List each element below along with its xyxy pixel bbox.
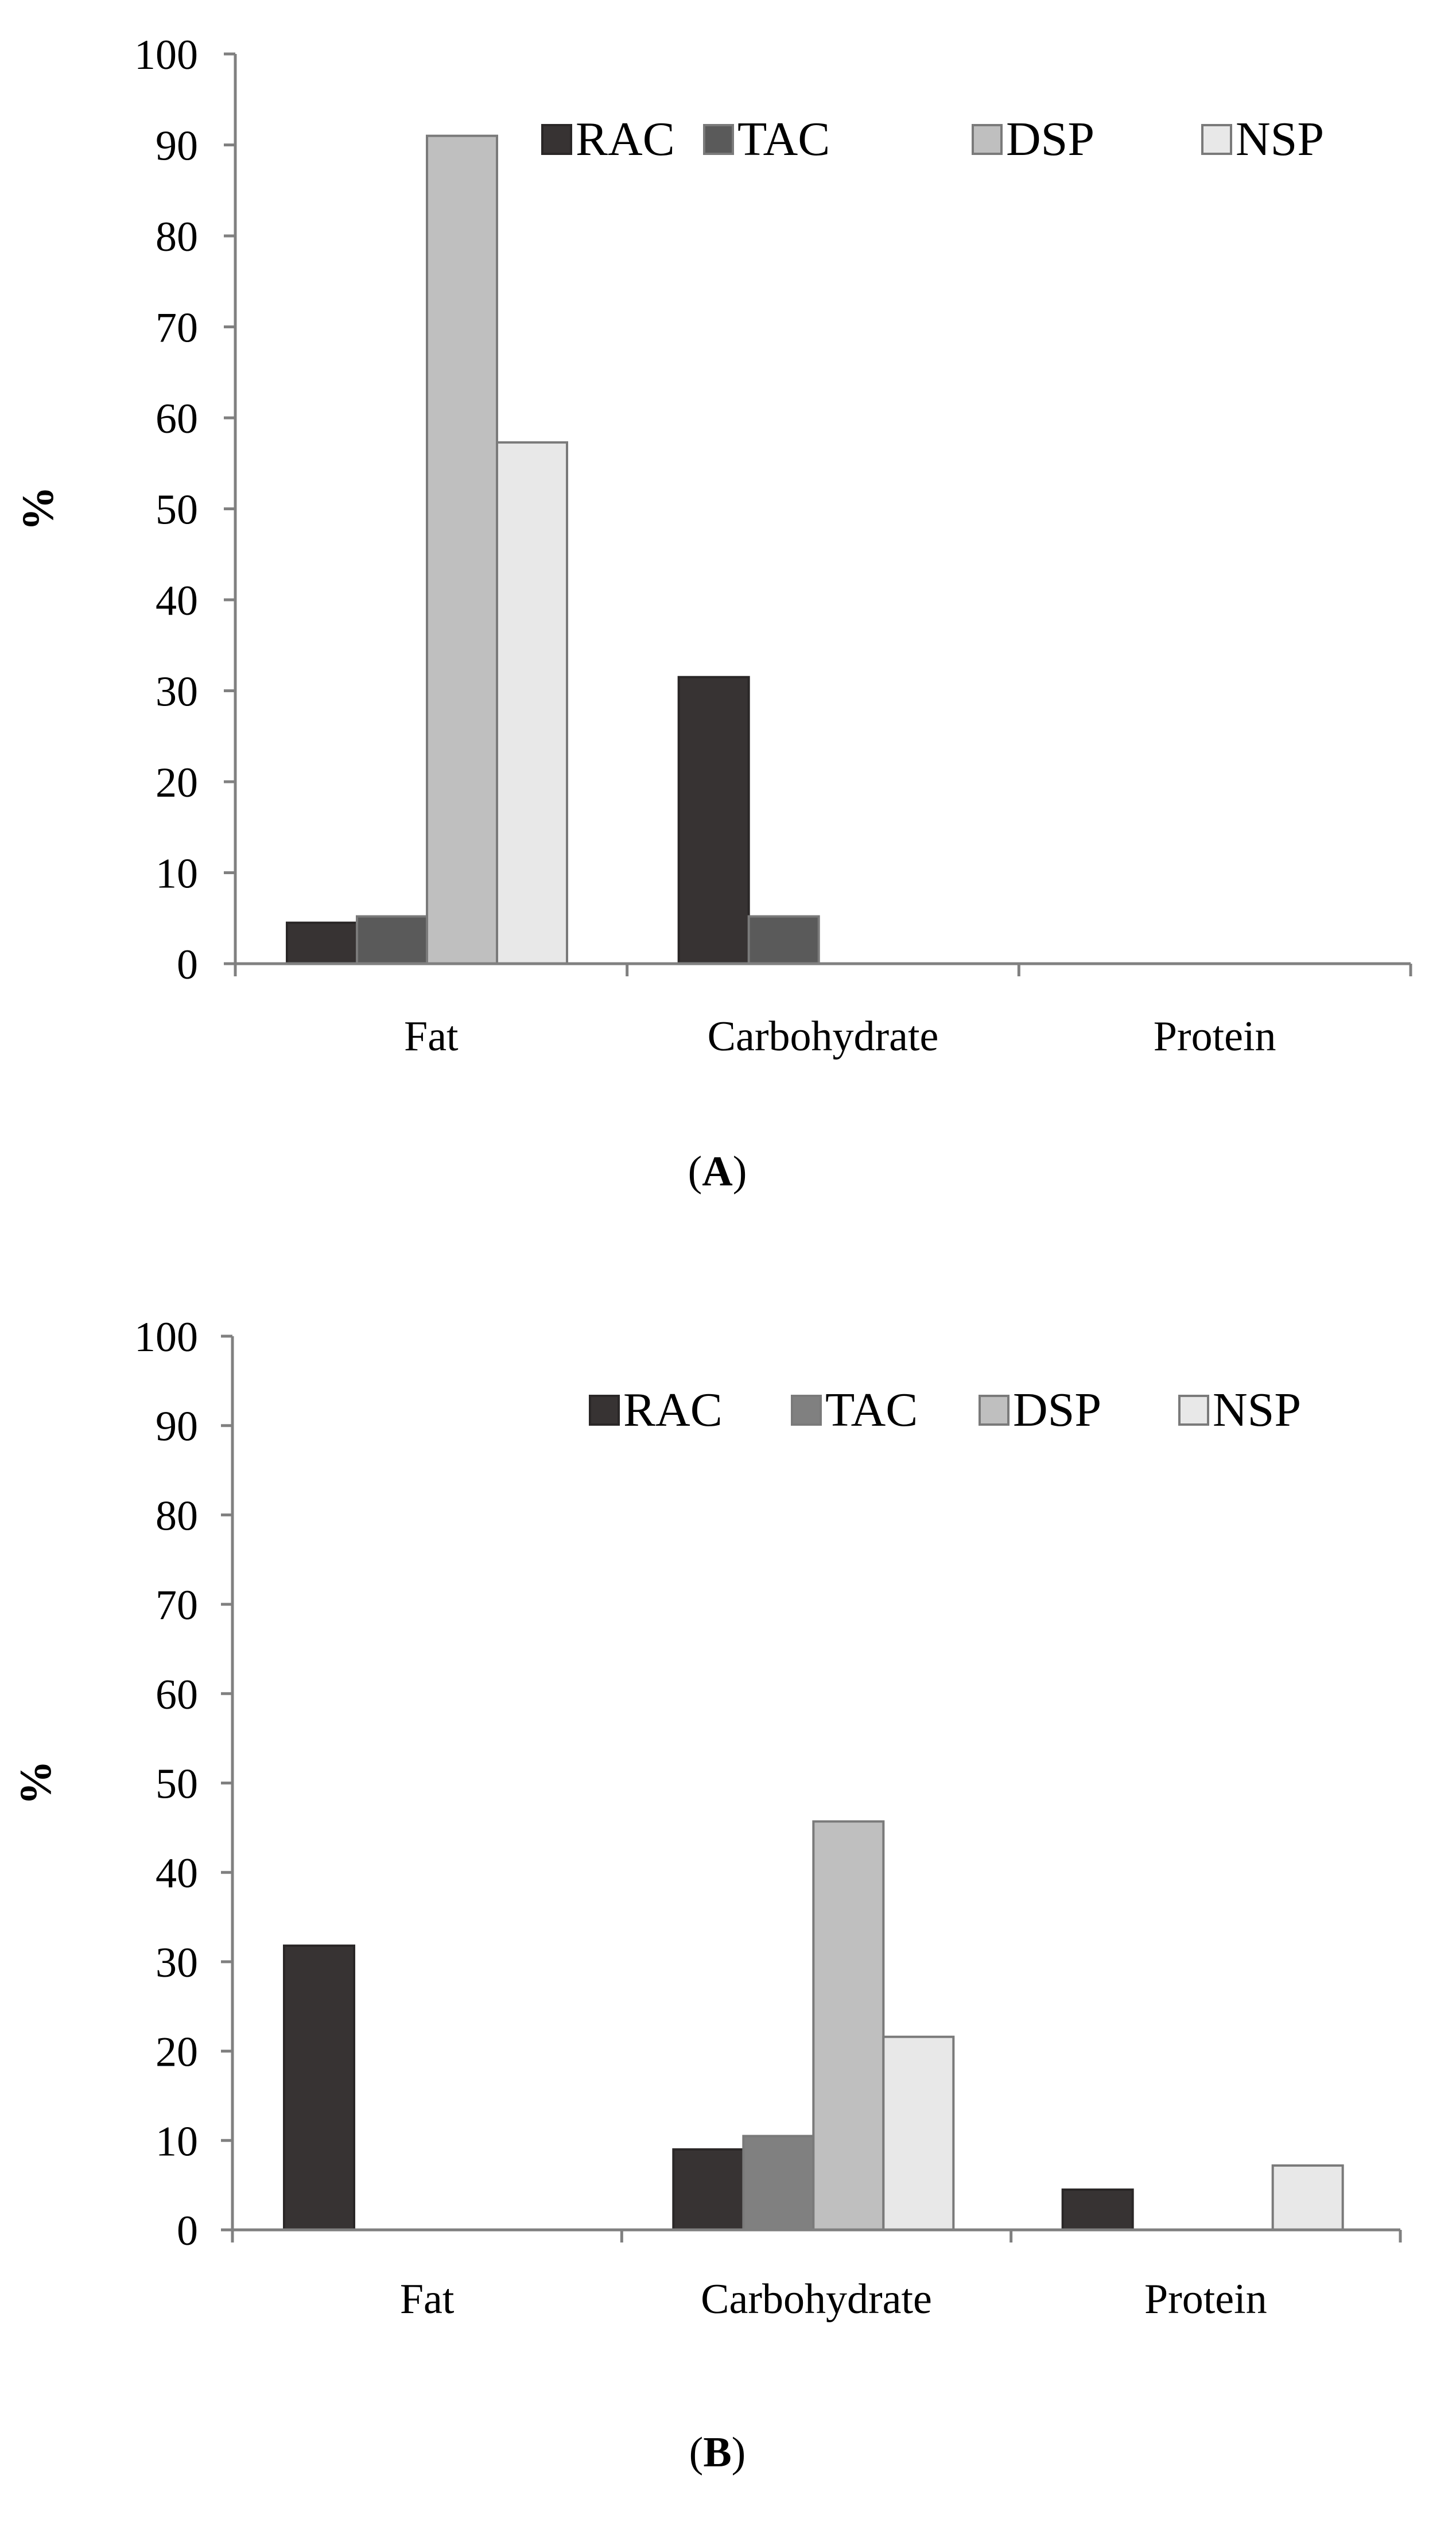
category-labels: Fat Carbohydrate Protein <box>404 1013 1276 1060</box>
bar-tac-carbohydrate <box>742 2135 815 2231</box>
y-tick-label: 20 <box>156 2029 198 2076</box>
legend: RAC TAC DSP NSP <box>589 1383 1301 1437</box>
legend-swatch-dsp <box>972 124 1003 155</box>
y-tick-label: 100 <box>134 1314 198 1361</box>
bar-rac-fat <box>286 921 358 965</box>
axes-group <box>221 1334 1402 2242</box>
y-tick-label: 60 <box>156 395 198 443</box>
y-tick-label: 80 <box>156 214 198 261</box>
legend-swatch-rac <box>541 124 572 155</box>
y-tick-label: 90 <box>156 1403 198 1450</box>
bars-group <box>286 134 820 965</box>
y-tick-label: 80 <box>156 1492 198 1539</box>
x-category-label: Protein <box>1144 2276 1267 2323</box>
legend-swatch-dsp <box>979 1395 1010 1426</box>
x-category-label: Fat <box>400 2276 455 2323</box>
y-tick-label: 30 <box>156 669 198 716</box>
y-tick-label: 60 <box>156 1671 198 1718</box>
legend-swatch-tac <box>703 124 734 155</box>
chart-panel-a: 0 10 20 30 40 50 60 70 80 90 100 Fat Carbohydrate Pr… <box>13 32 1412 1195</box>
legend-label-dsp: DSP <box>1013 1383 1101 1437</box>
bar-dsp-fat <box>426 134 498 965</box>
bar-tac-fat <box>356 915 428 965</box>
bar-nsp-carbohydrate <box>882 2035 955 2231</box>
legend-label-dsp: DSP <box>1006 112 1094 166</box>
legend-label-tac: TAC <box>825 1383 918 1437</box>
x-category-label: Carbohydrate <box>701 2276 932 2323</box>
legend-label-tac: TAC <box>737 112 830 166</box>
legend-label-nsp: NSP <box>1213 1383 1301 1437</box>
bar-dsp-carbohydrate <box>812 1820 885 2231</box>
x-category-label: Carbohydrate <box>708 1013 939 1060</box>
y-tick-label: 10 <box>156 851 198 898</box>
y-tick-label: 90 <box>156 123 198 170</box>
bar-nsp-fat <box>496 441 568 965</box>
y-axis-label: % <box>13 486 63 531</box>
legend-swatch-nsp <box>1201 124 1232 155</box>
category-labels: Fat Carbohydrate Protein <box>400 2276 1267 2323</box>
bar-rac-carbohydrate <box>672 2148 745 2232</box>
y-tick-label: 100 <box>134 32 198 79</box>
bar-rac-carbohydrate <box>677 676 750 965</box>
y-tick-label: 0 <box>177 941 198 988</box>
y-tick-label: 10 <box>156 2118 198 2165</box>
legend-label-rac: RAC <box>623 1383 723 1437</box>
y-axis-label: % <box>10 1760 60 1805</box>
chart-panel-b: 0 10 20 30 40 50 60 70 80 90 100 Fat Carbohydrate Pr… <box>10 1314 1402 2476</box>
panel-label: (A) <box>688 1148 747 1195</box>
y-tick-label: 70 <box>156 1582 198 1629</box>
y-tick-labels: 0 10 20 30 40 50 60 70 80 90 100 <box>134 1314 198 2255</box>
bar-tac-carbohydrate <box>747 915 820 965</box>
bars-group <box>283 1820 1344 2232</box>
y-tick-labels: 0 10 20 30 40 50 60 70 80 90 100 <box>134 32 198 988</box>
y-tick-label: 30 <box>156 1939 198 1986</box>
y-tick-label: 40 <box>156 577 198 624</box>
legend-swatch-tac <box>791 1395 822 1426</box>
bar-nsp-protein <box>1271 2164 1344 2231</box>
legend: RAC TAC DSP NSP <box>541 112 1324 166</box>
legend-label-nsp: NSP <box>1236 112 1324 166</box>
y-tick-label: 40 <box>156 1850 198 1897</box>
x-category-label: Fat <box>404 1013 459 1060</box>
x-category-label: Protein <box>1154 1013 1276 1060</box>
legend-label-rac: RAC <box>576 112 675 166</box>
y-tick-label: 50 <box>156 1761 198 1808</box>
y-tick-label: 0 <box>177 2207 198 2255</box>
bar-rac-protein <box>1061 2188 1134 2232</box>
legend-swatch-nsp <box>1178 1395 1209 1426</box>
y-tick-label: 70 <box>156 305 198 352</box>
bar-rac-fat <box>283 1944 355 2232</box>
axes-group <box>224 52 1412 976</box>
y-tick-label: 20 <box>156 759 198 806</box>
y-tick-label: 50 <box>156 487 198 534</box>
panel-label: (B) <box>689 2429 746 2476</box>
legend-swatch-rac <box>589 1395 620 1426</box>
